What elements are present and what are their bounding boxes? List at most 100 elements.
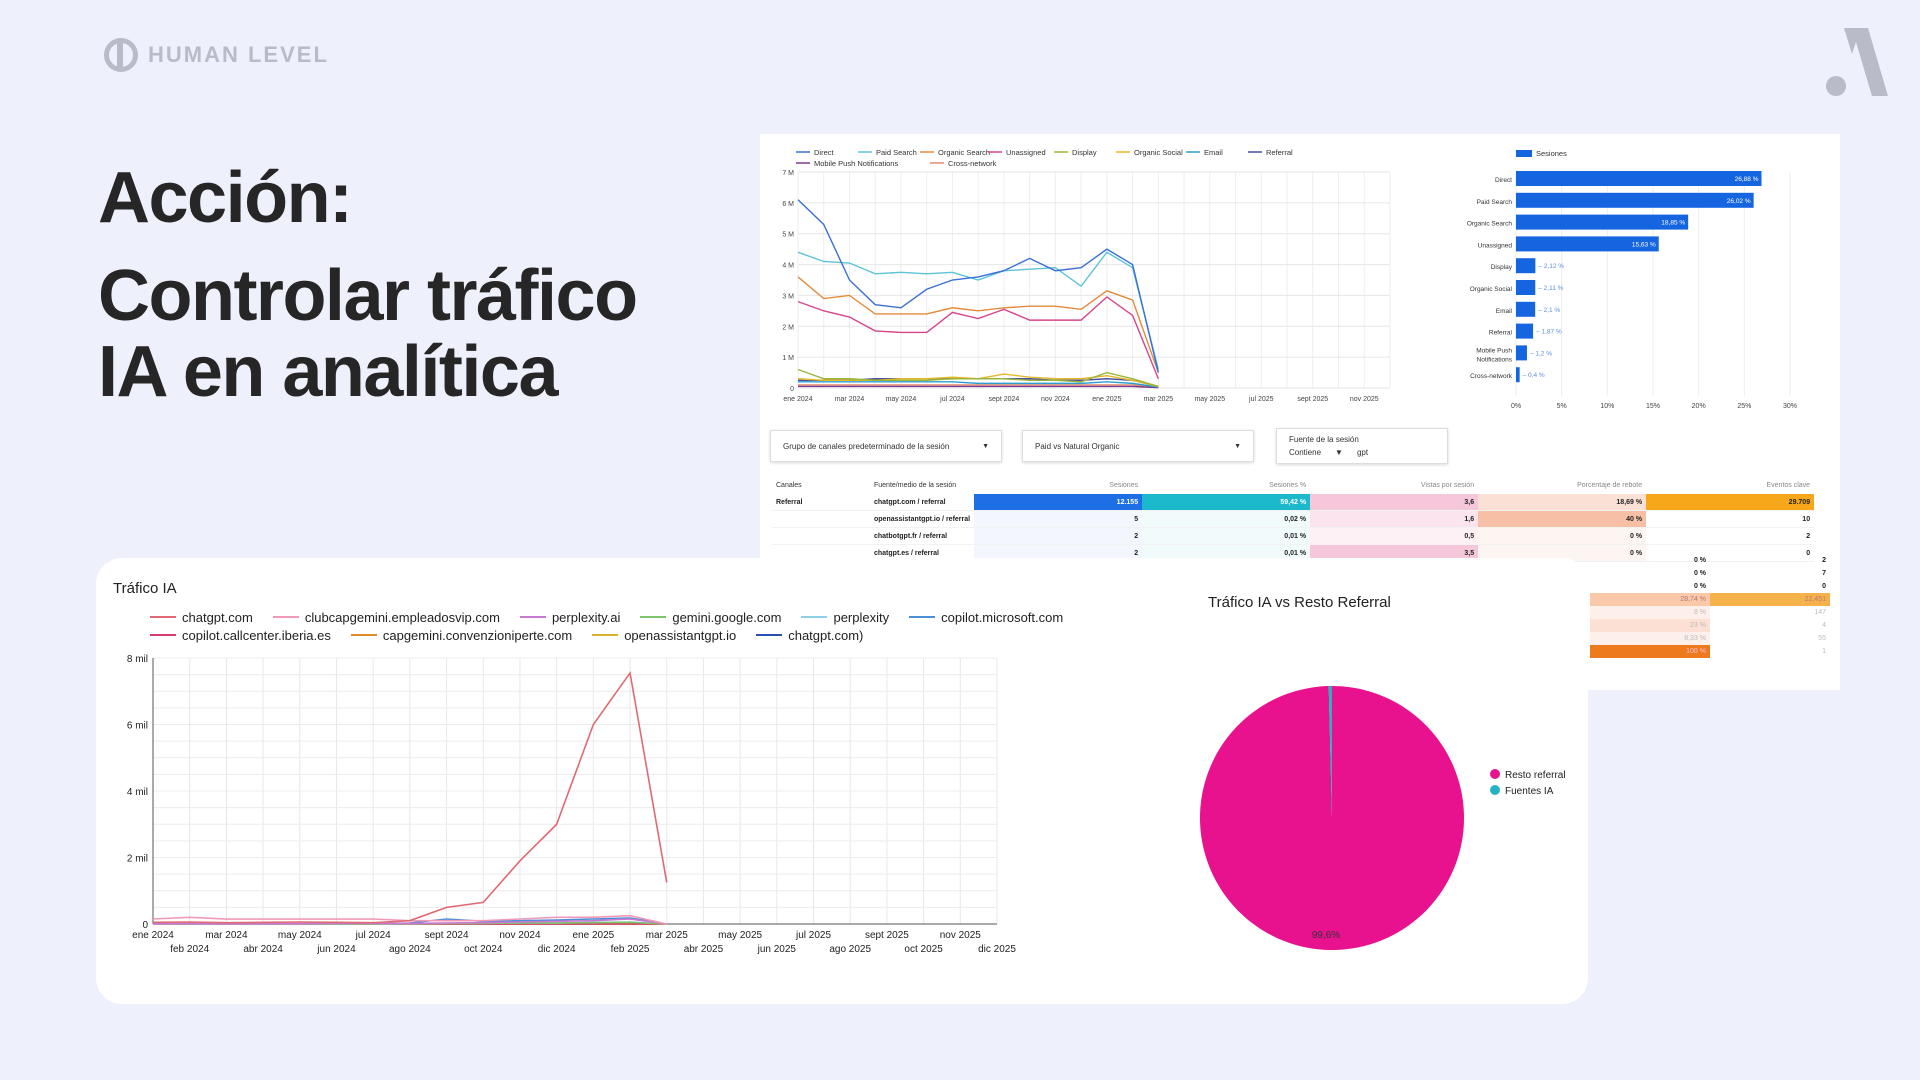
- table-header-cell[interactable]: Canales: [776, 481, 802, 489]
- y-tick-label: 2 mil: [127, 854, 148, 865]
- x-tick-label: ene 2025: [1092, 396, 1121, 403]
- table-cell: [772, 510, 870, 528]
- legend-label: capgemini.convenzioniperte.com: [382, 627, 573, 643]
- channel-group-dropdown[interactable]: Grupo de canales predeterminado de la se…: [770, 430, 1002, 462]
- table-header-cell[interactable]: Porcentaje de rebote: [1577, 481, 1643, 489]
- bar: [1516, 171, 1762, 186]
- series-line-organic-search: [797, 276, 1160, 373]
- table-cell: 59,42 %: [1142, 494, 1311, 511]
- legend-item[interactable]: gemini.google.com: [640, 610, 781, 625]
- y-tick-label: 1 M: [782, 355, 794, 362]
- x-tick-label: ago 2024: [389, 944, 431, 955]
- table-cell: 8,33 %: [1590, 632, 1710, 645]
- x-tick-label: sept 2025: [865, 930, 909, 941]
- table-cell: 55: [1818, 635, 1826, 642]
- series-line: [152, 670, 668, 924]
- legend-label: openassistantgpt.io: [624, 627, 737, 643]
- series-line-unassigned: [797, 296, 1159, 380]
- table-cell: 29.709: [1646, 494, 1815, 511]
- x-tick-label: ene 2024: [132, 930, 174, 941]
- legend-item[interactable]: openassistantgpt.io: [592, 628, 736, 643]
- pie-value-label: 99,6%: [1312, 930, 1340, 941]
- table-cell: openassistantgpt.io / referral: [870, 510, 975, 528]
- table-cell: 2: [1822, 557, 1826, 564]
- pie-chart: 99,6% Resto referral Fuentes IA: [1200, 686, 1566, 950]
- legend-label: Referral: [1266, 148, 1293, 157]
- table-cell: Referral: [772, 494, 870, 511]
- table-cell: 7: [1822, 570, 1826, 577]
- table-cell: 0,02 %: [1142, 510, 1311, 528]
- legend-swatch: [909, 616, 936, 618]
- legend-item[interactable]: capgemini.convenzioniperte.com: [350, 627, 573, 643]
- table-cell: 2: [974, 527, 1143, 545]
- bar-value-label: 18,85 %: [1661, 220, 1685, 227]
- legend-item[interactable]: chatgpt.com): [756, 628, 863, 643]
- paid-vs-organic-dropdown[interactable]: Paid vs Natural Organic ▼: [1022, 430, 1254, 462]
- category-label: Unassigned: [1478, 242, 1513, 249]
- session-source-filter[interactable]: Fuente de la sesión Contiene ▼ gpt: [1276, 428, 1448, 464]
- y-tick-label: 5 M: [782, 232, 794, 239]
- legend-label: Organic Search: [938, 148, 990, 157]
- legend-item[interactable]: copilot.callcenter.iberia.es: [150, 628, 331, 643]
- legend-label: perplexity: [833, 609, 890, 625]
- ai-traffic-legend: chatgpt.com clubcapgemini.empleadosvip.co…: [150, 608, 1070, 644]
- legend-swatch: [350, 634, 377, 636]
- x-tick-label: oct 2025: [904, 944, 943, 955]
- y-tick-label: 2 M: [782, 324, 794, 331]
- legend-item[interactable]: clubcapgemini.empleadosvip.com: [272, 610, 500, 625]
- legend-swatch: [640, 616, 667, 618]
- table-header-cell[interactable]: Eventos clave: [1766, 481, 1811, 489]
- x-tick-label: 0%: [1511, 403, 1521, 410]
- x-tick-label: sept 2024: [989, 396, 1020, 403]
- category-label: Mobile Push: [1476, 347, 1512, 354]
- bar-value-label: – 0,4 %: [1523, 372, 1545, 379]
- filter-value-input[interactable]: gpt: [1356, 448, 1369, 457]
- title-line-1: Acción:: [98, 158, 353, 238]
- table-cell: 8 %: [1590, 606, 1710, 619]
- category-label: Display: [1491, 264, 1513, 271]
- legend-item[interactable]: chatgpt.com: [150, 610, 253, 625]
- series-line: [153, 918, 667, 925]
- table-cell: 18,69 %: [1478, 494, 1647, 511]
- dropdown-arrow-icon: ▼: [1335, 448, 1343, 457]
- legend-swatch: [756, 634, 783, 636]
- bar: [1516, 236, 1659, 252]
- table-cell: 0 %: [1693, 557, 1706, 564]
- x-tick-label: nov 2024: [1041, 396, 1070, 403]
- legend-swatch: [150, 616, 176, 618]
- legend-item[interactable]: perplexity.ai: [519, 610, 620, 625]
- dropdown-arrow-icon: ▼: [982, 442, 989, 450]
- legend-label: Display: [1072, 148, 1097, 157]
- y-tick-label: 7 M: [782, 170, 794, 177]
- legend-item[interactable]: perplexity: [801, 610, 889, 625]
- legend-swatch: [801, 616, 828, 618]
- x-tick-label: may 2024: [278, 930, 322, 941]
- table-cell: 10: [1646, 510, 1815, 528]
- bar-value-label: 26,02 %: [1727, 198, 1751, 205]
- series-line-email: [798, 381, 1159, 388]
- bar-value-label: – 1,2 %: [1530, 350, 1552, 357]
- bar: [1516, 301, 1536, 317]
- x-tick-label: may 2025: [718, 930, 762, 941]
- table-cell: chatbotgpt.fr / referral: [870, 527, 975, 545]
- table-header-cell[interactable]: Vistas por sesión: [1420, 481, 1475, 489]
- table-cell: 5: [974, 510, 1143, 528]
- legend-label: Sesiones: [1536, 149, 1567, 158]
- bar: [1516, 367, 1520, 383]
- operator-select[interactable]: Contiene: [1289, 448, 1322, 457]
- table-cell: 0 %: [1693, 570, 1706, 577]
- x-tick-label: abr 2024: [243, 944, 283, 955]
- legend-item[interactable]: copilot.microsoft.com: [909, 610, 1063, 625]
- table-header-row: Canales Fuente/medio de la sesión Sesion…: [772, 476, 1814, 494]
- table-cell: 0,01 %: [1142, 544, 1311, 562]
- category-label: Email: [1496, 308, 1513, 315]
- table-header-cell[interactable]: Sesiones %: [1269, 481, 1307, 489]
- table-header-cell[interactable]: Sesiones: [1109, 481, 1139, 489]
- table-cell: 147: [1814, 609, 1826, 616]
- brand-name: HUMAN LEVEL: [148, 42, 329, 67]
- y-tick-label: 4 M: [782, 263, 794, 270]
- table-header-cell[interactable]: Fuente/medio de la sesión: [874, 481, 957, 489]
- bar-value-label: 26,88 %: [1735, 176, 1759, 183]
- x-tick-label: jul 2024: [355, 930, 391, 941]
- bar-value-label: – 2,12 %: [1538, 263, 1564, 270]
